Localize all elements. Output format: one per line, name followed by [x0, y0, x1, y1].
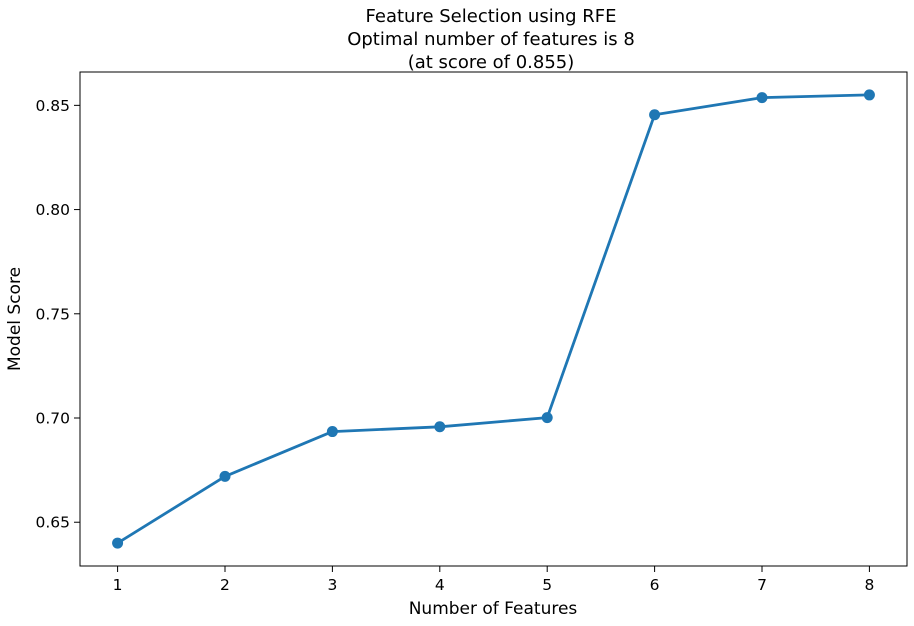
x-tick-label: 7 — [757, 576, 767, 594]
y-tick-label: 0.70 — [35, 410, 70, 428]
series-markers — [112, 89, 875, 549]
title-line-1: Feature Selection using RFE — [366, 6, 617, 27]
data-point — [756, 92, 768, 104]
x-tick-label: 4 — [435, 576, 445, 594]
data-point — [219, 470, 231, 482]
series-line — [116, 93, 871, 545]
x-tick-label: 2 — [220, 576, 230, 594]
data-point — [112, 537, 124, 549]
title-line-3: (at score of 0.855) — [408, 52, 575, 73]
x-tick-label: 8 — [864, 576, 874, 594]
y-axis-ticks: 0.65 0.70 0.75 0.80 0.85 — [35, 97, 80, 532]
y-axis-label: Model Score — [5, 267, 25, 371]
y-tick-label: 0.65 — [35, 514, 70, 532]
x-tick-label: 3 — [327, 576, 337, 594]
x-tick-label: 6 — [650, 576, 660, 594]
x-axis-ticks: 1 2 3 4 5 6 7 8 — [113, 566, 874, 594]
chart-title: Feature Selection using RFE Optimal numb… — [347, 6, 635, 73]
plot-area-frame — [79, 71, 908, 567]
y-tick-label: 0.80 — [35, 201, 70, 219]
x-tick-label: 5 — [542, 576, 552, 594]
data-point — [863, 89, 875, 101]
data-point — [649, 109, 661, 121]
y-tick-label: 0.85 — [35, 97, 70, 115]
data-point — [541, 412, 553, 424]
x-tick-label: 1 — [113, 576, 123, 594]
data-point — [326, 426, 338, 438]
y-tick-label: 0.75 — [35, 305, 70, 323]
data-point — [434, 421, 446, 433]
title-line-2: Optimal number of features is 8 — [347, 29, 635, 50]
x-axis-label: Number of Features — [409, 599, 578, 619]
